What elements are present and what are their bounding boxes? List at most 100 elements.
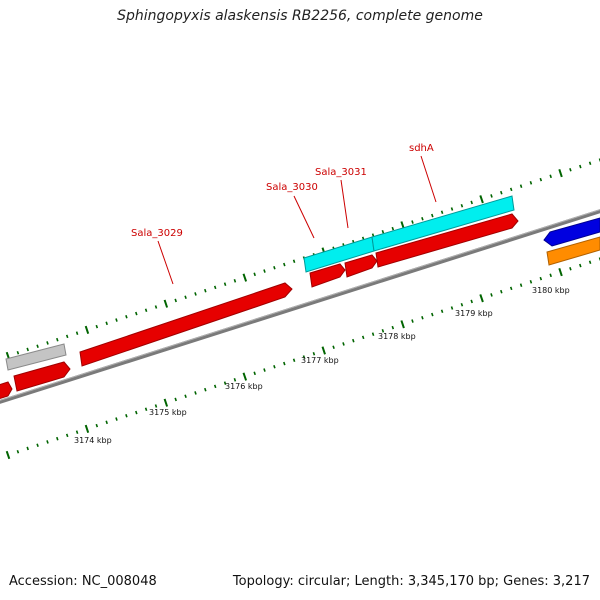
inner-tick-mark (440, 309, 444, 314)
outer-tick-mark (558, 168, 563, 178)
gene-feature-left-partial[interactable] (0, 381, 13, 400)
outer-tick-mark (105, 321, 108, 326)
inner-tick-mark (332, 345, 335, 349)
outer-tick-mark (569, 168, 572, 172)
inner-tick-mark (283, 361, 286, 366)
inner-tick-mark (204, 387, 207, 392)
inner-tick-mark (65, 433, 69, 438)
gene-label-sala-3030: Sala_3030 (266, 182, 318, 193)
outer-tick-mark (411, 220, 414, 224)
outer-tick-mark (65, 334, 69, 339)
inner-tick-mark (75, 430, 79, 434)
outer-tick-mark (95, 324, 99, 329)
outer-tick-mark (381, 230, 385, 234)
inner-tick-mark (36, 443, 39, 447)
outer-tick-mark (500, 190, 503, 195)
other-feature[interactable] (546, 236, 600, 266)
outer-tick-mark (509, 187, 513, 192)
feature-track (0, 195, 600, 400)
outer-tick-mark (579, 164, 582, 169)
inner-tick-mark (115, 417, 118, 421)
inner-tick-mark (154, 404, 158, 408)
inner-tick-mark (292, 358, 296, 363)
gene-label-sdha: sdhA (409, 143, 434, 154)
outer-tick-mark (56, 337, 59, 342)
outer-tick-mark (125, 315, 128, 319)
outer-tick-mark (75, 331, 79, 335)
inner-tick-mark (342, 342, 345, 346)
outer-tick-mark (233, 279, 237, 283)
inner-tick-mark (95, 423, 99, 428)
inner-tick-mark (253, 371, 256, 376)
outer-tick-mark (144, 308, 148, 313)
inner-tick-mark (450, 306, 454, 310)
outer-tick-mark (135, 311, 138, 316)
inner-tick-mark (84, 424, 90, 434)
outer-tick-mark (421, 217, 424, 221)
inner-tick-mark (529, 280, 533, 284)
outer-tick-mark (163, 299, 169, 308)
inner-tick-mark (558, 267, 563, 277)
inner-tick-mark (194, 391, 197, 395)
inner-tick-mark (163, 398, 169, 407)
inner-tick-mark (411, 319, 414, 323)
inner-tick-mark (26, 446, 29, 451)
outer-tick-mark (470, 200, 473, 205)
inner-tick-mark (431, 312, 434, 317)
inner-tick-mark (56, 436, 59, 441)
scale-label: 3176 kbp (225, 382, 263, 391)
gene-feature-sala-3029[interactable] (79, 282, 293, 367)
inner-tick-mark (460, 302, 464, 307)
scale-label: 3175 kbp (149, 408, 187, 417)
outer-tick-mark (242, 273, 248, 282)
inner-tick-mark (302, 355, 306, 359)
inner-tick-mark (135, 410, 138, 415)
outer-tick-mark (213, 285, 217, 290)
inner-tick-mark (509, 286, 513, 291)
scale-label: 3174 kbp (74, 436, 112, 445)
inner-tick-mark (213, 384, 217, 389)
gene-feature-left[interactable] (13, 361, 71, 392)
gene-feature-sdha[interactable] (375, 213, 519, 268)
outer-tick-mark (273, 266, 276, 270)
outer-tick-mark (204, 288, 207, 293)
inner-tick-mark (539, 276, 543, 281)
outer-tick-mark (479, 195, 484, 204)
outer-tick-mark (450, 207, 454, 211)
outer-tick-mark (588, 161, 592, 166)
inner-tick-mark (421, 316, 424, 320)
inner-tick-mark (371, 332, 375, 336)
outer-tick-mark (184, 295, 187, 299)
inner-tick-mark (5, 450, 11, 460)
outer-tick-mark (440, 210, 444, 215)
outer-tick-mark (26, 347, 29, 352)
outer-tick-mark (154, 305, 158, 309)
gene-feature-sala-3030[interactable] (309, 263, 346, 288)
outer-tick-mark (115, 318, 118, 322)
rna-feature[interactable] (5, 343, 67, 371)
outer-tick-mark (84, 325, 90, 335)
inner-tick-mark (321, 346, 326, 355)
inner-tick-mark (16, 449, 20, 454)
inner-tick-mark (242, 372, 248, 381)
outer-tick-mark (283, 262, 286, 267)
inner-tick-mark (579, 263, 582, 268)
inner-tick-mark (400, 320, 405, 329)
outer-tick-mark (490, 194, 493, 198)
inner-tick-mark (588, 260, 592, 265)
inner-tick-mark (361, 335, 365, 340)
outer-tick-mark (253, 272, 256, 277)
accession-label: Accession: NC_008048 (9, 574, 157, 589)
genome-backbone (0, 209, 600, 404)
reverse-gene-feature[interactable] (543, 217, 600, 247)
outer-tick-mark (529, 181, 533, 185)
outer-tick-mark (549, 174, 552, 179)
highlight-feature-sdha[interactable] (371, 195, 515, 252)
inner-tick-mark (273, 365, 276, 369)
gene-feature-sala-3031[interactable] (344, 254, 378, 278)
inner-tick-mark (105, 420, 108, 425)
inner-tick-mark (549, 273, 552, 278)
inner-tick-mark (263, 368, 266, 372)
gene-label-sala-3031: Sala_3031 (315, 167, 367, 178)
inner-tick-mark (479, 294, 484, 303)
